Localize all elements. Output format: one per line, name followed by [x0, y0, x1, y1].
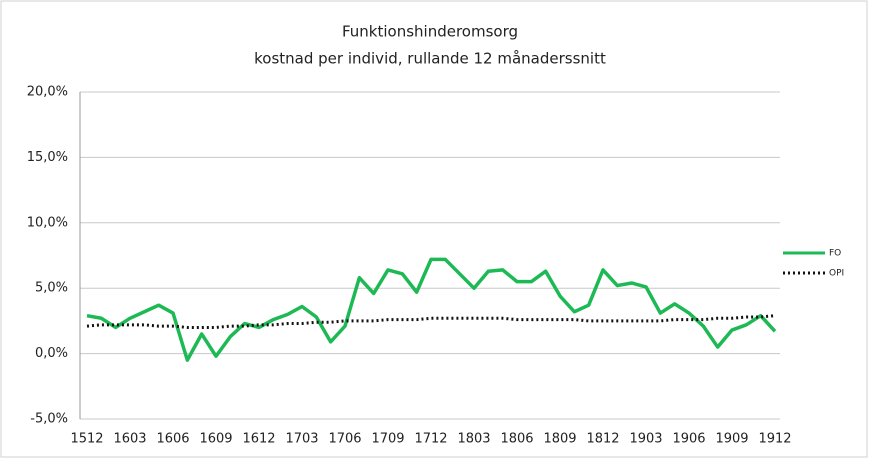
x-tick-label: 1812 — [586, 432, 619, 447]
x-tick-label: 1703 — [285, 432, 318, 447]
x-tick-label: 1909 — [715, 432, 748, 447]
x-tick-label: 1709 — [371, 432, 404, 447]
chart-title: Funktionshinderomsorg — [342, 23, 518, 41]
x-tick-label: 1612 — [242, 432, 275, 447]
x-tick-label: 1712 — [414, 432, 447, 447]
y-tick-label: 0,0% — [35, 346, 68, 361]
y-tick-label: 5,0% — [35, 281, 68, 296]
x-tick-label: 1603 — [113, 432, 146, 447]
x-tick-label: 1903 — [629, 432, 662, 447]
x-tick-label: 1912 — [758, 432, 791, 447]
x-tick-label: 1906 — [672, 432, 705, 447]
line-series — [86, 257, 777, 362]
x-tick-label: 1806 — [500, 432, 533, 447]
x-tick-label: 1609 — [199, 432, 232, 447]
x-tick-label: 1803 — [457, 432, 490, 447]
y-tick-label: 15,0% — [27, 150, 68, 165]
x-tick-label: 1809 — [543, 432, 576, 447]
chart-subtitle: kostnad per individ, rullande 12 månader… — [254, 50, 606, 68]
y-tick-label: 10,0% — [27, 215, 68, 230]
legend-label: FO — [829, 249, 841, 259]
y-tick-label: -5,0% — [30, 412, 68, 427]
x-tick-label: 1512 — [70, 432, 103, 447]
legend-label: OPI — [829, 269, 844, 279]
x-tick-label: 1706 — [328, 432, 361, 447]
x-tick-label: 1606 — [156, 432, 189, 447]
y-tick-label: 20,0% — [27, 85, 68, 100]
